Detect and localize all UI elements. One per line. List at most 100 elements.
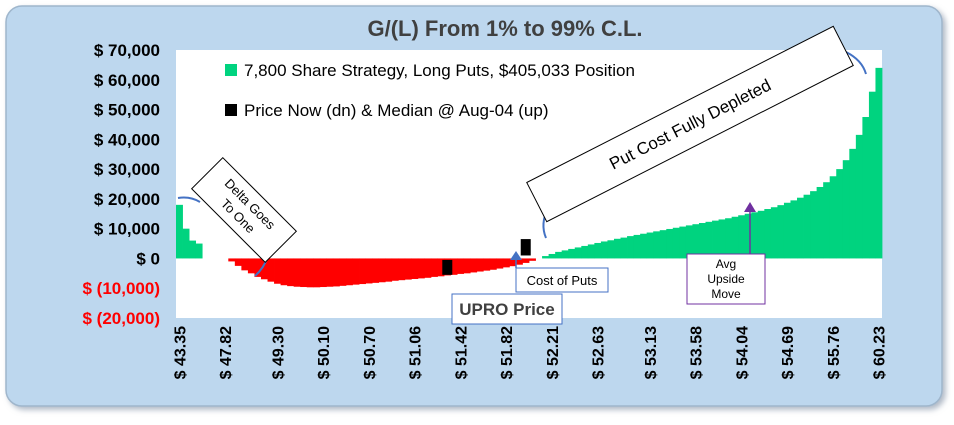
bar bbox=[685, 225, 693, 259]
bar bbox=[672, 227, 680, 259]
legend-swatch-strategy bbox=[225, 64, 237, 76]
bar bbox=[189, 240, 197, 259]
bar bbox=[515, 258, 523, 265]
bar bbox=[777, 205, 785, 259]
bar bbox=[542, 256, 550, 259]
x-tick-label: $ 53.13 bbox=[643, 326, 660, 379]
bar bbox=[430, 258, 438, 277]
bar bbox=[326, 258, 334, 287]
legend: 7,800 Share Strategy, Long Puts, $405,03… bbox=[225, 61, 635, 120]
bar bbox=[424, 258, 432, 278]
bar bbox=[260, 258, 268, 280]
bars-group bbox=[176, 67, 883, 288]
bar bbox=[293, 258, 301, 287]
bar bbox=[751, 212, 759, 259]
bar bbox=[476, 258, 484, 272]
bar bbox=[417, 258, 425, 279]
annotation-put-arc-right bbox=[845, 51, 867, 75]
bar bbox=[731, 216, 739, 259]
bar bbox=[764, 209, 772, 259]
bar bbox=[489, 258, 497, 270]
bar bbox=[313, 258, 321, 288]
bar bbox=[274, 258, 281, 284]
bar bbox=[345, 258, 353, 286]
y-tick-label: $ 40,000 bbox=[94, 130, 160, 149]
bar bbox=[823, 182, 831, 259]
bar bbox=[725, 218, 733, 259]
annotation-avg-box bbox=[686, 253, 766, 305]
bar bbox=[529, 258, 536, 261]
bar bbox=[862, 117, 870, 259]
annotation-cost-text: Cost of Puts bbox=[527, 273, 598, 288]
y-tick-label: $ 30,000 bbox=[94, 160, 160, 179]
bar bbox=[195, 243, 203, 259]
legend-label-price: Price Now (dn) & Median @ Aug-04 (up) bbox=[244, 101, 549, 120]
x-tick-label: $ 54.04 bbox=[735, 326, 752, 379]
bar bbox=[718, 219, 726, 259]
bar bbox=[287, 258, 295, 287]
bar bbox=[247, 258, 255, 274]
bar bbox=[620, 237, 628, 259]
annotation-delta-arc-top bbox=[177, 196, 201, 203]
bar bbox=[607, 240, 615, 259]
bar bbox=[600, 241, 608, 259]
price-marker bbox=[442, 259, 453, 275]
legend-label-strategy: 7,800 Share Strategy, Long Puts, $405,03… bbox=[244, 61, 635, 80]
y-tick-label: $ 0 bbox=[136, 249, 160, 268]
annotation-cost-of-puts: Cost of Puts bbox=[510, 251, 609, 293]
x-tick-label: $ 55.76 bbox=[826, 326, 843, 379]
bar bbox=[391, 258, 399, 281]
bar bbox=[679, 226, 687, 259]
x-tick-label: $ 49.30 bbox=[270, 326, 287, 379]
bar bbox=[633, 234, 641, 259]
bar bbox=[359, 258, 366, 285]
y-axis-labels: $ 70,000 $ 60,000 $ 50,000 $ 40,000 $ 30,000… bbox=[83, 41, 161, 328]
bar bbox=[744, 213, 752, 259]
bar bbox=[411, 258, 419, 279]
bar bbox=[496, 258, 504, 269]
bar bbox=[398, 258, 406, 281]
bar bbox=[640, 233, 648, 259]
bar bbox=[319, 258, 327, 288]
bar bbox=[254, 258, 262, 277]
bar bbox=[332, 258, 340, 287]
y-tick-label: $ 20,000 bbox=[94, 190, 160, 209]
x-tick-label: $ 52.63 bbox=[591, 326, 608, 379]
annotation-cost-box bbox=[515, 267, 609, 293]
x-axis-labels: $ 43.35 $ 47.82 $ 49.30 $ 50.10 $ 50.70 $ 51.… bbox=[172, 326, 888, 379]
bar bbox=[365, 258, 373, 284]
x-tick-label: $ 51.82 bbox=[499, 326, 516, 379]
bar bbox=[404, 258, 412, 280]
bar bbox=[712, 220, 719, 259]
bar bbox=[659, 230, 667, 259]
bar bbox=[594, 242, 602, 259]
x-tick-label: $ 54.69 bbox=[780, 326, 797, 379]
bar bbox=[666, 228, 674, 259]
bar bbox=[790, 200, 798, 259]
x-tick-label: $ 52.21 bbox=[545, 326, 562, 379]
annotation-avg-line2: Upside bbox=[707, 272, 745, 286]
bar bbox=[836, 169, 844, 259]
bar bbox=[306, 258, 314, 288]
bar bbox=[470, 258, 478, 273]
bar bbox=[738, 215, 746, 259]
bar bbox=[280, 258, 288, 286]
annotation-upro-price: UPRO Price bbox=[451, 293, 563, 325]
bar bbox=[770, 207, 778, 259]
annotation-avg-upside-move: Avg Upside Move bbox=[686, 202, 766, 305]
x-tick-label: $ 51.06 bbox=[408, 326, 425, 379]
bar bbox=[613, 238, 621, 259]
bar bbox=[502, 258, 510, 268]
bar bbox=[646, 232, 654, 259]
bar bbox=[267, 258, 275, 282]
annotation-upro-box bbox=[451, 293, 563, 325]
bar bbox=[450, 258, 458, 275]
bar bbox=[816, 186, 824, 259]
bar bbox=[241, 258, 249, 271]
y-tick-label: $ 10,000 bbox=[94, 220, 160, 239]
x-tick-label: $ 60.23 bbox=[872, 326, 889, 379]
x-tick-label: $ 47.82 bbox=[218, 326, 235, 379]
bar bbox=[463, 258, 471, 274]
bar bbox=[457, 258, 465, 274]
